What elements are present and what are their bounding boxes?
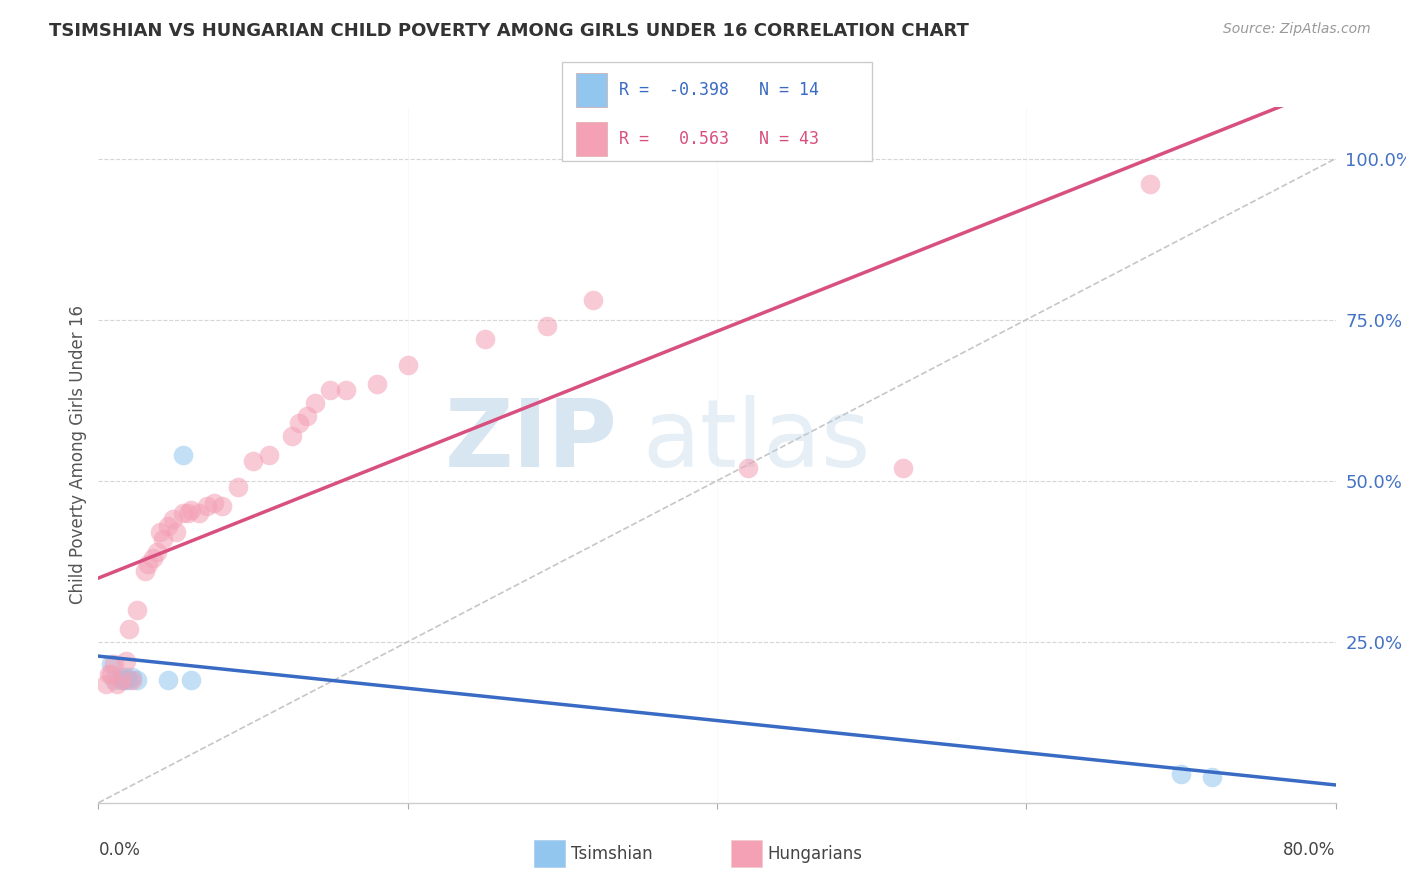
Point (136, 558, 159, 572)
Point (111, 673, 134, 688)
Point (111, 670, 134, 684)
Point (103, 673, 125, 688)
Point (118, 673, 141, 688)
Text: TSIMSHIAN VS HUNGARIAN CHILD POVERTY AMONG GIRLS UNDER 16 CORRELATION CHART: TSIMSHIAN VS HUNGARIAN CHILD POVERTY AMO… (49, 22, 969, 40)
Point (127, 673, 149, 688)
Text: R =  -0.398   N = 14: R = -0.398 N = 14 (619, 81, 818, 99)
Point (304, 396, 326, 410)
Point (121, 670, 143, 684)
Text: Tsimshian: Tsimshian (571, 845, 652, 863)
Point (226, 480, 249, 494)
Point (103, 657, 125, 672)
Point (98, 667, 121, 681)
Point (177, 506, 200, 520)
Point (1170, 766, 1192, 781)
Point (162, 512, 184, 526)
Text: Hungarians: Hungarians (768, 845, 863, 863)
Point (257, 448, 280, 462)
Point (281, 428, 304, 442)
Point (582, 293, 605, 308)
Point (180, 502, 202, 516)
Point (118, 622, 141, 636)
Point (165, 525, 187, 540)
Point (173, 506, 195, 520)
Point (242, 454, 264, 468)
Point (96, 676, 118, 690)
Point (157, 518, 180, 533)
Point (297, 409, 319, 424)
Point (115, 654, 138, 668)
Text: ZIP: ZIP (446, 395, 619, 487)
Point (146, 544, 169, 558)
Point (127, 602, 149, 616)
Point (737, 460, 759, 475)
Text: 0.0%: 0.0% (98, 841, 141, 859)
Point (157, 673, 180, 688)
Point (366, 377, 388, 392)
Point (100, 657, 122, 672)
Point (173, 448, 195, 462)
Point (114, 673, 136, 688)
Text: Source: ZipAtlas.com: Source: ZipAtlas.com (1223, 22, 1371, 37)
Point (335, 384, 357, 398)
Point (204, 496, 226, 510)
Point (134, 564, 156, 578)
Point (121, 673, 143, 688)
Point (105, 676, 128, 690)
Point (188, 506, 211, 520)
Point (111, 673, 134, 688)
Point (319, 384, 342, 398)
Point (1201, 770, 1223, 784)
Point (288, 416, 311, 430)
Point (149, 525, 172, 540)
Point (195, 500, 218, 514)
Point (1139, 178, 1161, 192)
Text: R =   0.563   N = 43: R = 0.563 N = 43 (619, 130, 818, 148)
Point (536, 319, 558, 334)
Point (142, 551, 165, 566)
Point (891, 460, 914, 475)
Y-axis label: Child Poverty Among Girls Under 16: Child Poverty Among Girls Under 16 (69, 305, 87, 605)
Point (180, 673, 202, 688)
Text: 80.0%: 80.0% (1284, 841, 1336, 859)
Text: atlas: atlas (643, 395, 872, 487)
Point (396, 358, 419, 372)
Point (100, 667, 122, 681)
Point (474, 332, 496, 346)
Point (211, 500, 233, 514)
Point (152, 532, 174, 546)
Point (115, 670, 138, 684)
